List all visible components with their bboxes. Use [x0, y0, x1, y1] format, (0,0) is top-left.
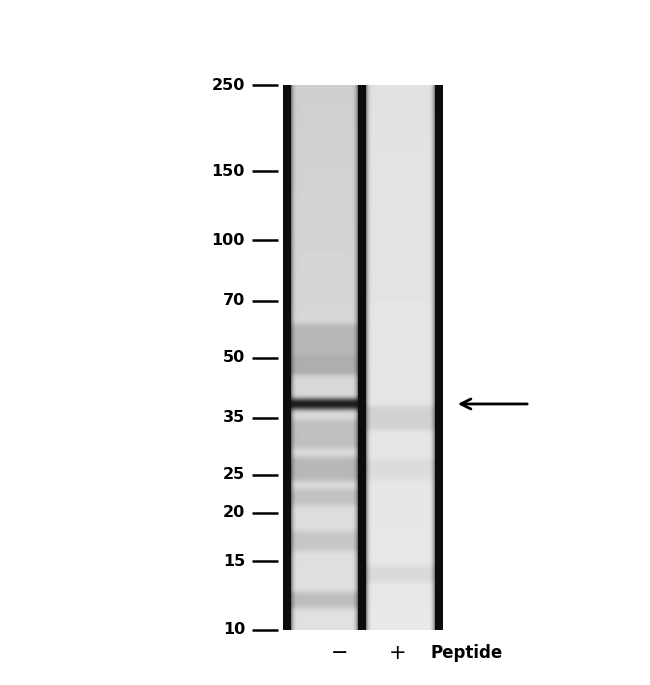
Text: 250: 250: [212, 77, 245, 92]
Text: 50: 50: [223, 350, 245, 365]
Text: 15: 15: [223, 554, 245, 569]
Text: 100: 100: [212, 233, 245, 248]
Text: 25: 25: [223, 467, 245, 482]
Text: 35: 35: [223, 410, 245, 425]
Text: −: −: [332, 643, 349, 663]
Text: +: +: [389, 643, 407, 663]
Text: 20: 20: [223, 505, 245, 520]
Text: Peptide: Peptide: [430, 644, 502, 662]
Text: 150: 150: [212, 164, 245, 179]
Text: 10: 10: [223, 623, 245, 638]
Text: 70: 70: [223, 293, 245, 308]
